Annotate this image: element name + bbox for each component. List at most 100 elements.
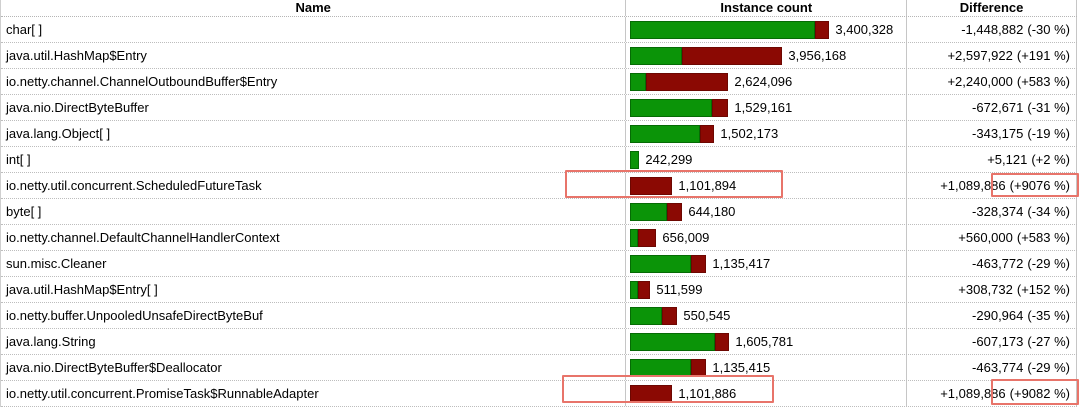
- table-row[interactable]: int[ ] 242,299 +5,121 (+2 %): [1, 147, 1077, 173]
- instance-count-value: 1,135,415: [712, 360, 771, 375]
- table-row[interactable]: byte[ ] 644,180 -328,374 (-34 %): [1, 199, 1077, 225]
- instance-count-value: 3,400,328: [835, 22, 894, 37]
- bar-delta-segment: [815, 20, 830, 39]
- difference-percent: (+9076 %): [1009, 178, 1070, 193]
- difference-amount: -463,774: [972, 360, 1024, 375]
- difference-amount: +1,089,886: [940, 386, 1006, 401]
- bar-delta-segment: [712, 98, 729, 117]
- difference-percent: (-30 %): [1027, 22, 1070, 37]
- instance-count-value: 511,599: [656, 282, 703, 297]
- class-name: java.nio.DirectByteBuffer$Deallocator: [1, 355, 627, 380]
- instance-count-cell: 511,599: [626, 277, 908, 302]
- bar-old-count-segment: [630, 358, 692, 377]
- instance-count-value: 656,009: [662, 230, 710, 245]
- difference-cell: +5,121 (+2 %): [907, 147, 1077, 172]
- table-row[interactable]: java.util.HashMap$Entry 3,956,168 +2,597…: [1, 43, 1077, 69]
- class-name: java.util.HashMap$Entry: [1, 43, 627, 68]
- class-name: byte[ ]: [1, 199, 627, 224]
- class-name: java.lang.Object[ ]: [1, 121, 627, 146]
- difference-percent: (-27 %): [1027, 334, 1070, 349]
- bar-delta-segment: [646, 72, 729, 91]
- column-header-difference[interactable]: Difference: [907, 0, 1077, 16]
- bar-old-count-segment: [630, 46, 683, 65]
- class-name: io.netty.util.concurrent.ScheduledFuture…: [1, 173, 627, 198]
- table-row[interactable]: java.lang.Object[ ] 1,502,173 -343,175 (…: [1, 121, 1077, 147]
- bar-delta-segment: [715, 332, 730, 351]
- instance-count-cell: 1,605,781: [626, 329, 908, 354]
- bar-delta-segment: [700, 124, 715, 143]
- instance-count-cell: 242,299: [626, 147, 908, 172]
- table-row[interactable]: char[ ] 3,400,328 -1,448,882 (-30 %): [1, 17, 1077, 43]
- difference-amount: -463,772: [972, 256, 1024, 271]
- instance-count-value: 1,529,161: [734, 100, 793, 115]
- difference-cell: -672,671 (-31 %): [907, 95, 1077, 120]
- instance-count-cell: 3,400,328: [626, 17, 908, 42]
- table-row[interactable]: io.netty.channel.DefaultChannelHandlerCo…: [1, 225, 1077, 251]
- instance-count-value: 1,502,173: [720, 126, 779, 141]
- bar-old-count-segment: [630, 254, 692, 273]
- difference-cell: -607,173 (-27 %): [907, 329, 1077, 354]
- instance-count-bar: [630, 332, 730, 351]
- bar-old-count-segment: [630, 280, 639, 299]
- difference-percent: (-29 %): [1027, 256, 1070, 271]
- table-row[interactable]: sun.misc.Cleaner 1,135,417 -463,772 (-29…: [1, 251, 1077, 277]
- instance-count-cell: 1,135,415: [626, 355, 908, 380]
- instance-count-cell: 1,101,894: [626, 173, 908, 198]
- difference-percent: (+191 %): [1016, 48, 1070, 63]
- bar-delta-segment: [667, 202, 683, 221]
- table-row[interactable]: io.netty.buffer.UnpooledUnsafeDirectByte…: [1, 303, 1077, 329]
- difference-amount: -672,671: [972, 100, 1024, 115]
- class-name: java.lang.String: [1, 329, 627, 354]
- instance-count-value: 1,101,894: [678, 178, 737, 193]
- difference-cell: +2,597,922 (+191 %): [907, 43, 1077, 68]
- difference-amount: -343,175: [972, 126, 1024, 141]
- instance-count-value: 3,956,168: [788, 48, 847, 63]
- instance-count-cell: 1,101,886: [626, 381, 908, 406]
- table-row[interactable]: io.netty.util.concurrent.PromiseTask$Run…: [1, 381, 1077, 407]
- instance-count-value: 1,605,781: [735, 334, 794, 349]
- instance-count-bar: [630, 176, 673, 195]
- instance-count-bar: [630, 46, 783, 65]
- difference-percent: (-35 %): [1027, 308, 1070, 323]
- difference-percent: (+9082 %): [1009, 386, 1070, 401]
- table-body: char[ ] 3,400,328 -1,448,882 (-30 %) jav…: [1, 17, 1077, 407]
- table-row[interactable]: java.util.HashMap$Entry[ ] 511,599 +308,…: [1, 277, 1077, 303]
- table-header-row: Name Instance count Difference: [1, 0, 1077, 17]
- bar-old-count-segment: [630, 306, 663, 325]
- bar-delta-segment: [630, 176, 673, 195]
- difference-percent: (-29 %): [1027, 360, 1070, 375]
- class-name: sun.misc.Cleaner: [1, 251, 627, 276]
- bar-old-count-segment: [630, 202, 668, 221]
- column-header-instance-count[interactable]: Instance count: [626, 0, 908, 16]
- table-row[interactable]: java.lang.String 1,605,781 -607,173 (-27…: [1, 329, 1077, 355]
- instance-count-bar: [630, 358, 707, 377]
- difference-percent: (+583 %): [1016, 230, 1070, 245]
- difference-cell: +1,089,886 (+9076 %): [907, 173, 1077, 198]
- table-row[interactable]: io.netty.channel.ChannelOutboundBuffer$E…: [1, 69, 1077, 95]
- instance-count-cell: 1,135,417: [626, 251, 908, 276]
- instance-count-cell: 2,624,096: [626, 69, 908, 94]
- table-row[interactable]: io.netty.util.concurrent.ScheduledFuture…: [1, 173, 1077, 199]
- class-name: char[ ]: [1, 17, 627, 42]
- difference-cell: -463,774 (-29 %): [907, 355, 1077, 380]
- instance-count-value: 1,101,886: [678, 386, 737, 401]
- instance-count-bar: [630, 306, 678, 325]
- class-name: io.netty.buffer.UnpooledUnsafeDirectByte…: [1, 303, 627, 328]
- difference-amount: -607,173: [972, 334, 1024, 349]
- instance-count-value: 550,545: [683, 308, 731, 323]
- class-name: java.nio.DirectByteBuffer: [1, 95, 627, 120]
- difference-amount: +5,121: [987, 152, 1028, 167]
- table-row[interactable]: java.nio.DirectByteBuffer 1,529,161 -672…: [1, 95, 1077, 121]
- difference-cell: +2,240,000 (+583 %): [907, 69, 1077, 94]
- bar-delta-segment: [691, 358, 707, 377]
- difference-percent: (-34 %): [1027, 204, 1070, 219]
- difference-amount: +2,597,922: [947, 48, 1013, 63]
- class-name: io.netty.util.concurrent.PromiseTask$Run…: [1, 381, 627, 406]
- table-row[interactable]: java.nio.DirectByteBuffer$Deallocator 1,…: [1, 355, 1077, 381]
- instance-count-cell: 644,180: [626, 199, 908, 224]
- instance-count-bar: [630, 150, 640, 169]
- instance-count-value: 644,180: [688, 204, 736, 219]
- column-header-name[interactable]: Name: [1, 0, 627, 16]
- bar-old-count-segment: [630, 72, 647, 91]
- instance-count-cell: 550,545: [626, 303, 908, 328]
